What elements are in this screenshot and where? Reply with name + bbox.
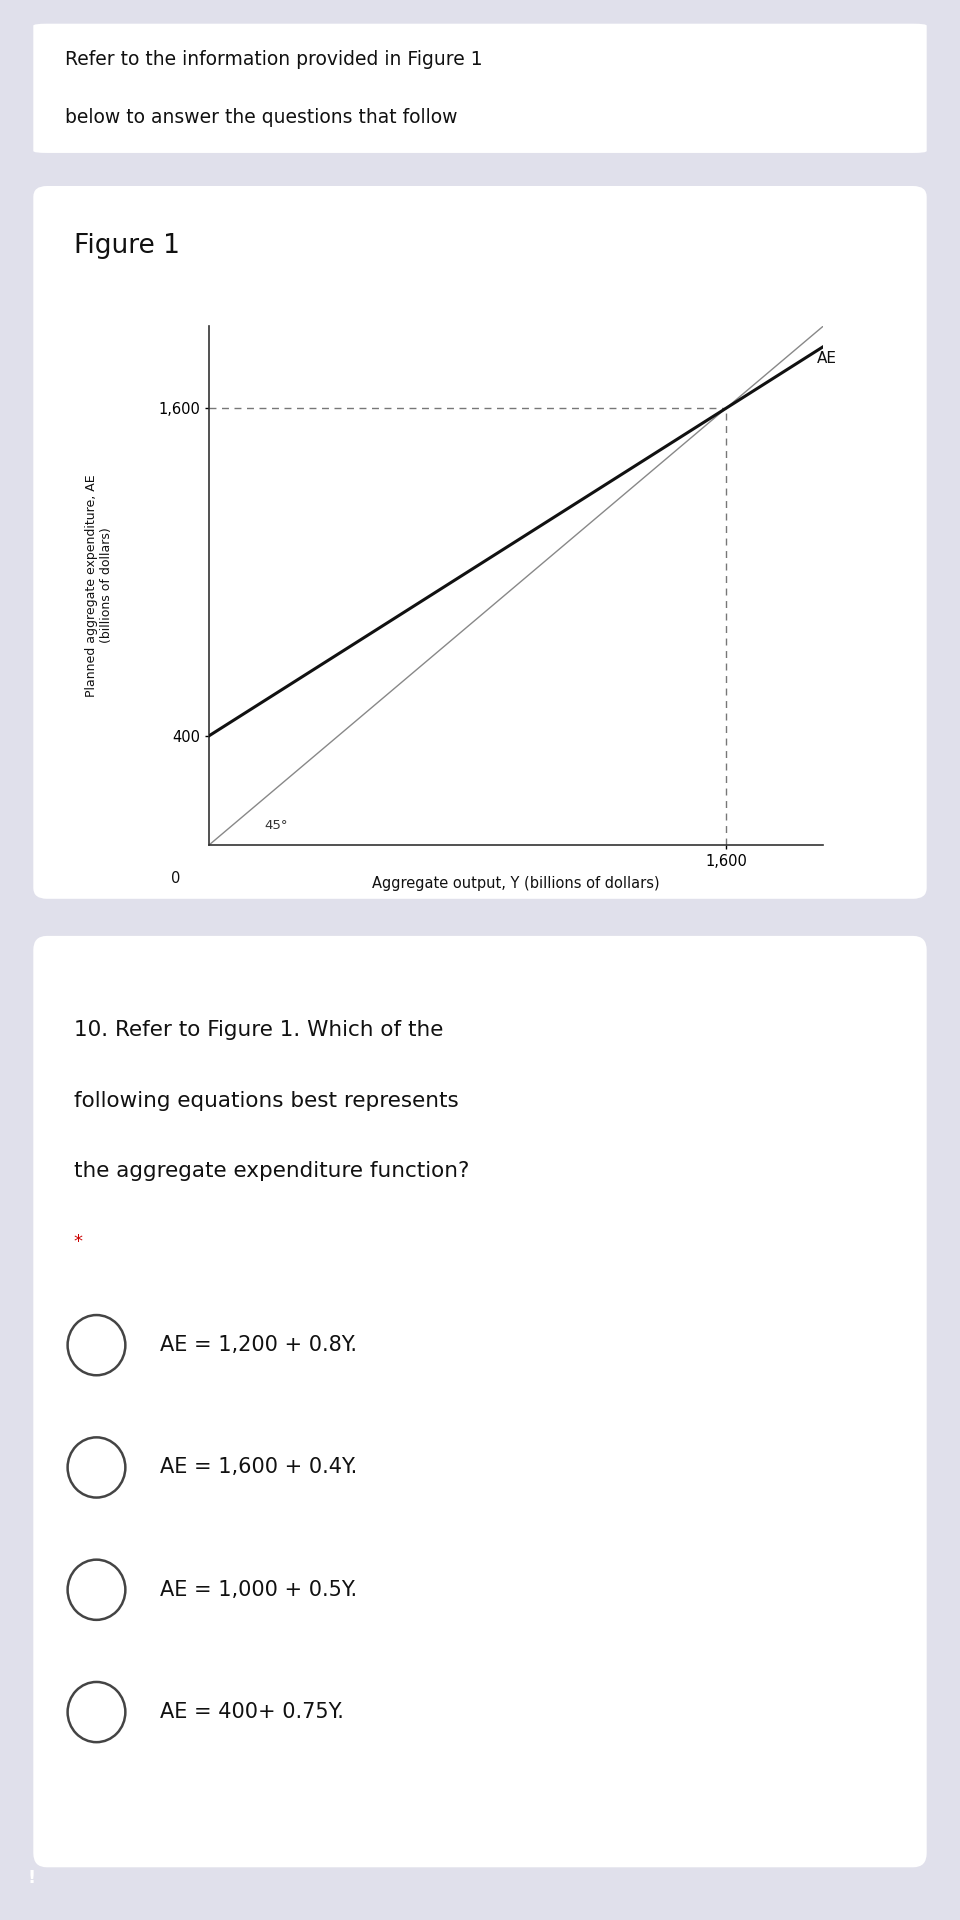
FancyBboxPatch shape (34, 23, 926, 154)
Text: Figure 1: Figure 1 (74, 232, 180, 259)
Text: 45°: 45° (265, 818, 288, 831)
FancyBboxPatch shape (34, 935, 926, 1868)
Text: the aggregate expenditure function?: the aggregate expenditure function? (74, 1162, 469, 1181)
Text: Planned aggregate expenditure, AE
(billions of dollars): Planned aggregate expenditure, AE (billi… (84, 474, 113, 697)
Text: AE = 400+ 0.75Y.: AE = 400+ 0.75Y. (159, 1701, 344, 1722)
Text: AE = 1,200 + 0.8Y.: AE = 1,200 + 0.8Y. (159, 1334, 357, 1356)
Text: AE = 1,600 + 0.4Y.: AE = 1,600 + 0.4Y. (159, 1457, 357, 1478)
Text: *: * (74, 1233, 83, 1250)
FancyBboxPatch shape (34, 186, 926, 899)
Text: AE = 1,000 + 0.5Y.: AE = 1,000 + 0.5Y. (159, 1580, 357, 1599)
Text: AE: AE (817, 351, 837, 367)
Text: 10. Refer to Figure 1. Which of the: 10. Refer to Figure 1. Which of the (74, 1020, 444, 1041)
X-axis label: Aggregate output, Y (billions of dollars): Aggregate output, Y (billions of dollars… (372, 876, 660, 891)
Text: !: ! (27, 1868, 36, 1887)
Text: Refer to the information provided in Figure 1: Refer to the information provided in Fig… (65, 50, 483, 69)
Text: following equations best represents: following equations best represents (74, 1091, 459, 1110)
Text: below to answer the questions that follow: below to answer the questions that follo… (65, 108, 457, 127)
Text: 0: 0 (171, 872, 180, 885)
